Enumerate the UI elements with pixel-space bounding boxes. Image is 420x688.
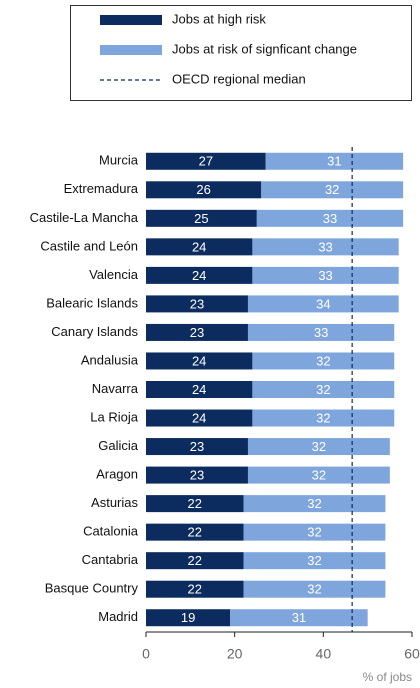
bar-segment <box>146 438 248 456</box>
data-label: 24 <box>192 239 206 254</box>
data-label: 32 <box>307 553 321 568</box>
category-label: Madrid <box>98 609 138 624</box>
bar-segment <box>146 209 257 227</box>
data-label: 24 <box>192 268 206 283</box>
bar-segment <box>252 238 399 256</box>
category-label: Cantabria <box>82 552 139 567</box>
category-label: La Rioja <box>90 409 138 424</box>
category-label: Aragon <box>96 467 138 482</box>
data-label: 32 <box>307 582 321 597</box>
data-label: 24 <box>192 353 206 368</box>
category-label: Valencia <box>89 267 139 282</box>
data-label: 32 <box>307 525 321 540</box>
bar-segment <box>265 152 404 170</box>
category-label: Galicia <box>98 438 139 453</box>
category-label: Catalonia <box>83 524 139 539</box>
bar-segment <box>146 523 244 541</box>
legend-label: Jobs at high risk <box>172 11 266 26</box>
bar-segment <box>243 523 386 541</box>
bar-segment <box>247 323 395 341</box>
category-label: Balearic Islands <box>46 295 138 310</box>
data-label: 22 <box>188 496 202 511</box>
bar-segment <box>146 552 244 570</box>
data-label: 27 <box>199 154 213 169</box>
data-label: 23 <box>190 296 204 311</box>
category-label: Basque Country <box>45 581 139 596</box>
category-label: Murcia <box>99 153 139 168</box>
category-label: Castile-La Mancha <box>30 210 139 225</box>
data-label: 25 <box>194 211 208 226</box>
bar-segment <box>146 152 266 170</box>
data-label: 19 <box>181 610 195 625</box>
data-label: 22 <box>188 553 202 568</box>
bar-segment <box>146 238 253 256</box>
data-label: 31 <box>292 610 306 625</box>
category-label: Asturias <box>91 495 138 510</box>
bar-segment <box>247 466 390 484</box>
bar-segment <box>146 266 253 284</box>
category-label: Canary Islands <box>51 324 138 339</box>
bar-segment <box>261 181 404 199</box>
bar-segment <box>230 609 368 627</box>
bar-segment <box>146 295 248 313</box>
data-label: 26 <box>196 182 210 197</box>
data-label: 24 <box>192 382 206 397</box>
x-tick-label: 60 <box>404 646 420 662</box>
data-label: 32 <box>325 182 339 197</box>
data-label: 23 <box>190 325 204 340</box>
legend-swatch <box>100 45 162 55</box>
bar-segment <box>243 552 386 570</box>
bar-segment <box>252 409 395 427</box>
category-label: Castile and León <box>40 238 138 253</box>
data-label: 34 <box>316 296 330 311</box>
bar-segment <box>146 323 248 341</box>
x-axis-label: % of jobs <box>363 670 412 684</box>
category-label: Andalusia <box>81 352 139 367</box>
data-label: 32 <box>316 353 330 368</box>
bar-segment <box>146 352 253 370</box>
data-label: 22 <box>188 525 202 540</box>
legend-label: OECD regional median <box>172 71 306 86</box>
bar-segment <box>252 352 395 370</box>
data-label: 33 <box>318 268 332 283</box>
data-label: 23 <box>190 468 204 483</box>
bar-segment <box>243 580 386 598</box>
bar-segment <box>146 409 253 427</box>
bar-segment <box>146 495 244 513</box>
category-label: Extremadura <box>64 181 139 196</box>
data-label: 32 <box>316 382 330 397</box>
bar-segment <box>247 438 390 456</box>
legend-label: Jobs at risk of signficant change <box>172 41 357 56</box>
data-label: 22 <box>188 582 202 597</box>
bar-segment <box>146 466 248 484</box>
bar-segment <box>252 381 395 398</box>
bar-segment <box>247 295 399 313</box>
data-label: 23 <box>190 439 204 454</box>
x-tick-label: 20 <box>227 646 243 662</box>
data-label: 24 <box>192 410 206 425</box>
category-label: Navarra <box>92 381 139 396</box>
data-label: 33 <box>323 211 337 226</box>
bar-segment <box>146 381 253 398</box>
data-label: 33 <box>318 239 332 254</box>
bar-segment <box>146 181 262 199</box>
data-label: 32 <box>307 496 321 511</box>
data-label: 32 <box>312 468 326 483</box>
data-label: 32 <box>316 410 330 425</box>
bar-segment <box>243 495 386 513</box>
legend-swatch <box>100 15 162 25</box>
bar-segment <box>146 580 244 598</box>
bar-segment <box>256 209 404 227</box>
bar-segment <box>146 609 231 627</box>
data-label: 33 <box>314 325 328 340</box>
bar-segment <box>252 266 399 284</box>
data-label: 31 <box>327 154 341 169</box>
x-tick-label: 40 <box>316 646 332 662</box>
data-label: 32 <box>312 439 326 454</box>
x-tick-label: 0 <box>142 646 150 662</box>
